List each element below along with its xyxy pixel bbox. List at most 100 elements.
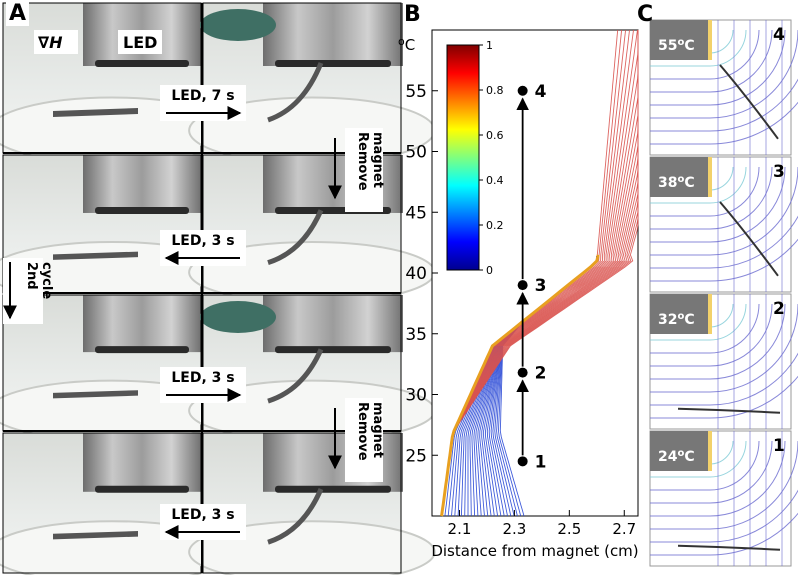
phase-boundary (440, 254, 600, 517)
panel-letter-c: C (637, 2, 654, 27)
polymer-strip-bent (267, 348, 324, 404)
state-number: 2 (773, 299, 785, 319)
temperature-label: 55oC (658, 37, 695, 54)
colorbar-tick-label: 0.8 (486, 84, 504, 97)
field-line (650, 215, 798, 269)
state-point-label: 4 (535, 82, 547, 102)
arrow-label: LED, 3 s (171, 233, 234, 249)
celsius: C (684, 175, 694, 191)
panel-letter-b: B (404, 2, 421, 27)
polymer-strip (53, 390, 138, 399)
contour-line-high (453, 29, 638, 432)
y-tick-label: 45 (405, 203, 427, 223)
simulation-panel: 32oC 2 (649, 293, 798, 430)
contour-line-high (453, 29, 634, 432)
unit-sup: o (398, 35, 405, 48)
degree-sup: o (677, 37, 684, 48)
state-point (517, 280, 528, 291)
polymer-strip-bent (267, 62, 324, 123)
state-point (517, 456, 528, 467)
x-tick-label: 2.5 (557, 520, 581, 538)
polymer-strip-bent (267, 209, 324, 266)
temp-label-box (654, 169, 704, 193)
led-ring (95, 60, 189, 67)
state-point-label: 2 (535, 364, 547, 384)
contour-line-high (453, 30, 639, 432)
gradient-label-box (34, 30, 78, 54)
y-tick-label: 55 (405, 82, 427, 102)
simulation-panel: 55oC 4 (649, 19, 798, 156)
magnet-edge (708, 294, 712, 334)
field-line (650, 166, 786, 243)
simulation-panel: 38oC 3 (649, 156, 798, 293)
celsius: C (684, 449, 694, 465)
x-tick-label: 2.3 (502, 520, 526, 538)
simulation-frame (649, 293, 792, 430)
remove-box (345, 398, 383, 482)
y-tick-label: 40 (405, 264, 427, 284)
strip-bent (719, 201, 779, 277)
x-tick-label: 2.7 (612, 520, 636, 538)
field-line (650, 303, 798, 393)
field-line (650, 29, 773, 93)
magnet (263, 3, 403, 66)
field-line (650, 303, 760, 354)
state-number: 3 (773, 162, 785, 182)
led-ring (95, 206, 189, 214)
field-line (650, 101, 798, 145)
field-line (650, 303, 786, 380)
remove-box (345, 128, 383, 212)
photo-cell (0, 432, 236, 575)
y-tick-label: 25 (405, 446, 427, 466)
gradient-label: ∇H (38, 33, 63, 52)
cycle-text: cycle (39, 262, 54, 299)
magnet-edge (708, 157, 712, 197)
panel-letter-a: A (6, 2, 30, 26)
photo-cell (188, 154, 436, 304)
state-point (517, 367, 528, 378)
remove-text: Remove (355, 132, 370, 191)
led-ring (95, 485, 189, 493)
arrow-label: LED, 3 s (171, 370, 234, 386)
panel-b-chart: 1 0.8 0.6 0.4 0.2 0 25 30 35 40 45 50 55 2.1 2.3 2.5 2.… (398, 29, 639, 560)
photo-cell (188, 432, 436, 575)
field-line (650, 489, 798, 543)
unit-c: C (405, 36, 415, 54)
led-ring (275, 346, 391, 354)
petri-dish (188, 520, 436, 575)
step-arrow: LED, 7 s (160, 85, 246, 121)
state-point-label: 3 (535, 276, 547, 296)
state-point-label: 1 (535, 452, 547, 472)
cycle-text: 2nd (24, 262, 39, 290)
temperature-label: 38oC (658, 174, 695, 191)
field-line (650, 352, 798, 406)
arrow-label: LED, 7 s (171, 88, 234, 104)
field-line (650, 166, 760, 217)
field-line (650, 303, 773, 367)
field-line (650, 512, 798, 556)
polymer-strip (53, 108, 138, 117)
magnet (83, 433, 201, 492)
simulation-panel: 24oC 1 (649, 430, 798, 567)
y-tick-label: 50 (405, 143, 427, 163)
field-line (650, 166, 773, 230)
second-cycle-label: 2nd cycle (3, 258, 54, 324)
temp-label-box (654, 443, 704, 467)
field-line (650, 29, 786, 106)
step-arrow: LED, 3 s (160, 504, 246, 540)
degree-sup: o (677, 311, 684, 322)
field-line (650, 440, 786, 517)
celsius: C (684, 312, 694, 328)
y-unit-label: oC (398, 35, 415, 54)
gripper (200, 301, 276, 333)
remove-magnet-label: Remove magnet (328, 128, 385, 212)
colorbar-tick-label: 0.4 (486, 174, 504, 187)
magnet (83, 295, 201, 353)
field-line (650, 29, 760, 80)
led-ring (275, 60, 391, 67)
degree-sup: o (677, 174, 684, 185)
led-label-box (118, 30, 162, 54)
colorbar-tick-label: 0.2 (486, 219, 504, 232)
strip-bent (719, 64, 779, 140)
